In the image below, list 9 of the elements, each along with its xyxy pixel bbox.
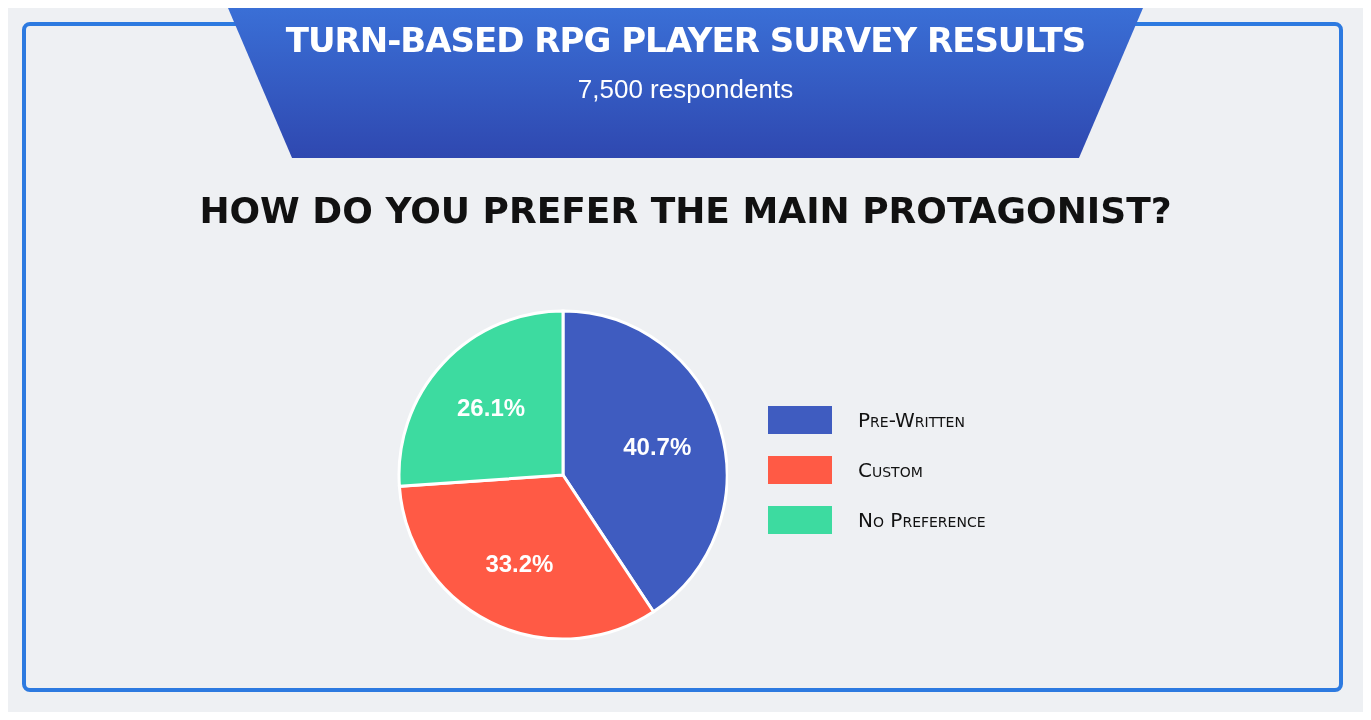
chart-title: TURN-BASED RPG PLAYER SURVEY RESULTS xyxy=(284,20,1087,60)
data-label: 33.2% xyxy=(485,549,554,577)
legend-label: No Preference xyxy=(858,508,986,532)
chart-subtitle: HOW DO YOU PREFER THE MAIN PROTAGONIST? xyxy=(198,190,1173,231)
text: 7,500 respondents xyxy=(576,74,795,105)
legend-label: Pre-Written xyxy=(858,408,965,432)
data-label: 26.1% xyxy=(457,394,526,422)
data-label: 40.7% xyxy=(623,433,692,461)
legend-label: Custom xyxy=(858,458,923,482)
